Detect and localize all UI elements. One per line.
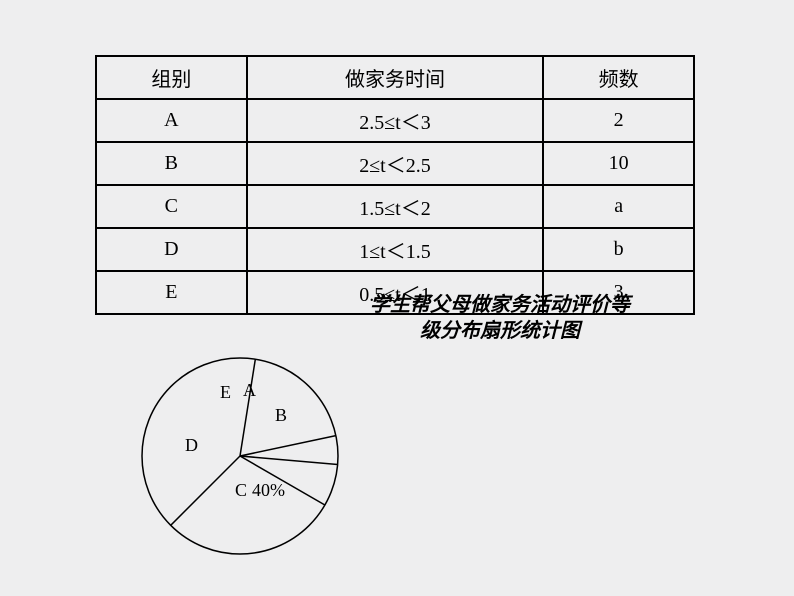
svg-text:40%: 40%: [252, 480, 285, 500]
svg-text:B: B: [275, 405, 287, 425]
cell-freq: a: [543, 185, 694, 228]
cell-freq: b: [543, 228, 694, 271]
table-row: D 1≤t＜1.5 b: [96, 228, 694, 271]
chart-title-line2: 级分布扇形统计图: [420, 320, 580, 342]
pie-chart: AB C40% D E: [140, 356, 340, 556]
svg-text:A: A: [243, 380, 256, 400]
svg-text:C: C: [235, 480, 247, 500]
cell-group: E: [96, 271, 247, 314]
svg-text:E: E: [220, 382, 231, 402]
table-row: B 2≤t＜2.5 10: [96, 142, 694, 185]
cell-group: A: [96, 99, 247, 142]
cell-time: 2.5≤t＜3: [247, 99, 544, 142]
header-group: 组别: [96, 56, 247, 99]
table-row: C 1.5≤t＜2 a: [96, 185, 694, 228]
cell-freq: 2: [543, 99, 694, 142]
cell-group: B: [96, 142, 247, 185]
svg-text:D: D: [185, 435, 198, 455]
table-row: A 2.5≤t＜3 2: [96, 99, 694, 142]
cell-group: D: [96, 228, 247, 271]
header-time: 做家务时间: [247, 56, 544, 99]
table-header-row: 组别 做家务时间 频数: [96, 56, 694, 99]
cell-freq: 10: [543, 142, 694, 185]
header-frequency: 频数: [543, 56, 694, 99]
cell-group: C: [96, 185, 247, 228]
cell-time: 1≤t＜1.5: [247, 228, 544, 271]
cell-time: 1.5≤t＜2: [247, 185, 544, 228]
chart-title: 学生帮父母做家务活动评价等 级分布扇形统计图: [330, 292, 670, 344]
chart-title-line1: 学生帮父母做家务活动评价等: [370, 294, 630, 316]
frequency-table: 组别 做家务时间 频数 A 2.5≤t＜3 2 B 2≤t＜2.5 10 C 1…: [95, 55, 695, 315]
cell-time: 2≤t＜2.5: [247, 142, 544, 185]
